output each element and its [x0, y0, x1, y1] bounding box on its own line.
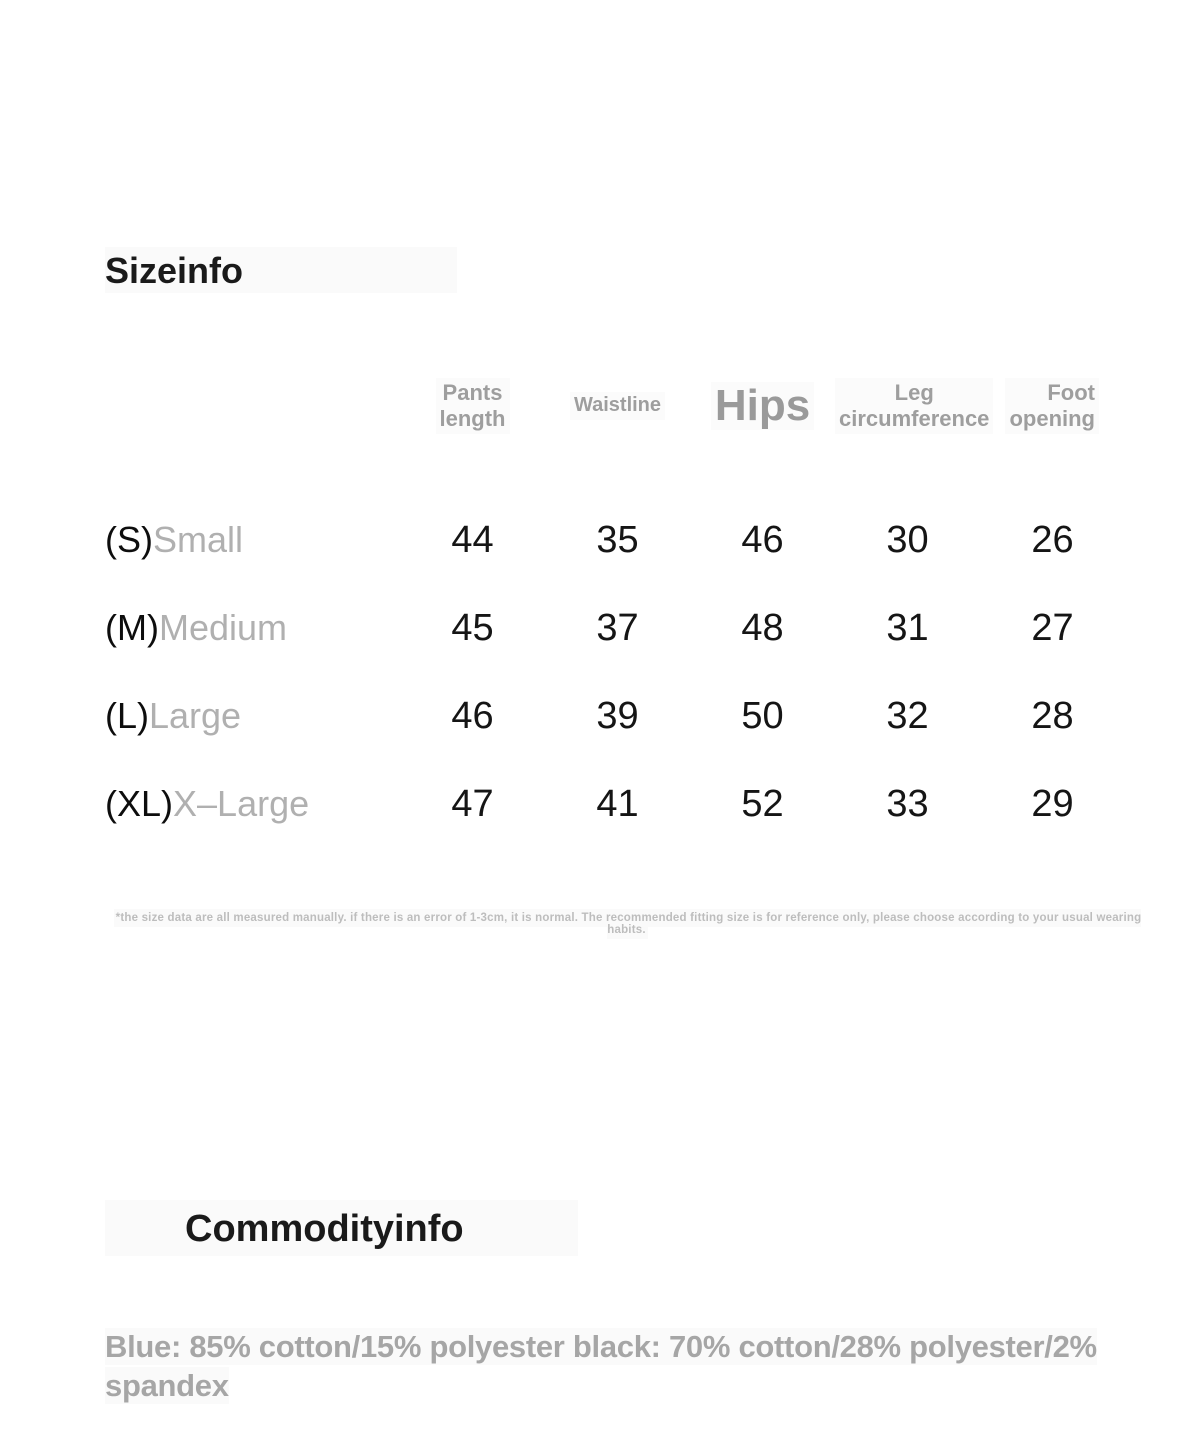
cell-s-pants-length: 44	[451, 518, 494, 561]
size-footnote-text: *the size data are all measured manually…	[113, 909, 1142, 939]
size-name: Large	[149, 695, 242, 736]
column-header-pants-length: Pants length	[400, 378, 545, 434]
cell-xl-leg-circumference: 33	[886, 782, 929, 825]
commodity-description-text: Blue: 85% cotton/15% polyester black: 70…	[105, 1328, 1097, 1404]
commodity-section-title: Commodityinfo	[185, 1208, 464, 1250]
cell-l-pants-length: 46	[451, 694, 494, 737]
column-header-waistline-label: Waistline	[569, 392, 666, 420]
size-code: (S)	[105, 519, 153, 560]
column-header-leg-circumference: Leg circumference	[835, 378, 994, 434]
cell-xl-waistline: 41	[596, 782, 639, 825]
column-header-foot-opening-label: Foot opening	[1005, 378, 1099, 434]
column-header-pants-length-label: Pants length	[435, 378, 510, 434]
size-row-label-s: (S) Small	[105, 496, 400, 584]
column-header-waistline: Waistline	[545, 392, 690, 420]
cell-s-foot-opening: 26	[1031, 518, 1074, 561]
size-name: Medium	[158, 607, 288, 648]
cell-l-hips: 50	[741, 694, 784, 737]
cell-s-hips: 46	[741, 518, 784, 561]
size-table-header: Pants length Waistline Hips Leg circumfe…	[105, 373, 1125, 439]
cell-l-foot-opening: 28	[1031, 694, 1074, 737]
size-name: X–Large	[173, 783, 310, 824]
size-code: (M)	[105, 607, 159, 648]
sizeinfo-section-title: Sizeinfo	[105, 250, 244, 291]
cell-m-leg-circumference: 31	[886, 606, 929, 649]
size-code: (XL)	[105, 783, 174, 824]
cell-l-leg-circumference: 32	[886, 694, 929, 737]
size-code: (L)	[105, 695, 149, 736]
cell-l-waistline: 39	[596, 694, 639, 737]
cell-m-foot-opening: 27	[1031, 606, 1074, 649]
column-header-hips: Hips	[690, 382, 835, 430]
size-footnote: *the size data are all measured manually…	[105, 909, 1150, 939]
size-name: Small	[153, 519, 244, 560]
column-header-hips-label: Hips	[710, 382, 815, 430]
cell-xl-pants-length: 47	[451, 782, 494, 825]
cell-m-pants-length: 45	[451, 606, 494, 649]
cell-m-waistline: 37	[596, 606, 639, 649]
cell-xl-foot-opening: 29	[1031, 782, 1074, 825]
sizeinfo-highlight-patch	[105, 247, 457, 293]
cell-m-hips: 48	[741, 606, 784, 649]
cell-s-waistline: 35	[596, 518, 639, 561]
commodity-highlight-patch	[105, 1200, 578, 1256]
cell-xl-hips: 52	[741, 782, 784, 825]
cell-s-leg-circumference: 30	[886, 518, 929, 561]
column-header-foot-opening: Foot opening	[980, 378, 1125, 434]
size-row-label-m: (M) Medium	[105, 584, 400, 672]
commodity-description: Blue: 85% cotton/15% polyester black: 70…	[105, 1328, 1105, 1406]
size-row-label-l: (L) Large	[105, 672, 400, 760]
size-table-body: (S) Small 44 35 46 30 26 (M) Medium 45 37 …	[105, 496, 1125, 848]
column-header-leg-circumference-label: Leg circumference	[835, 378, 994, 434]
size-row-label-xl: (XL) X–Large	[105, 760, 400, 848]
